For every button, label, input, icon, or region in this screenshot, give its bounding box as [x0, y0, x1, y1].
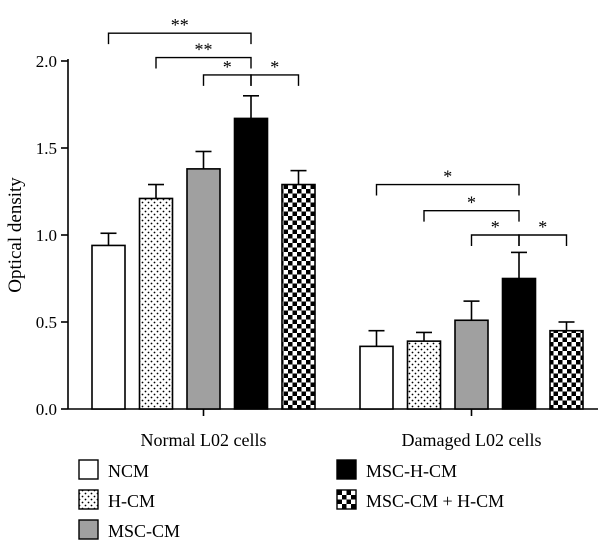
significance-label: **	[171, 15, 189, 35]
y-tick-label: 0.5	[36, 313, 57, 332]
bar	[91, 244, 126, 410]
significance-bracket	[518, 234, 568, 246]
significance-label: *	[223, 57, 232, 77]
significance-label: *	[467, 193, 476, 213]
significance-label: *	[270, 57, 279, 77]
bar	[501, 277, 537, 410]
legend-label: H-CM	[108, 491, 155, 511]
legend-swatch	[336, 459, 357, 480]
legend-label: MSC-CM	[108, 521, 180, 541]
significance-label: *	[443, 167, 452, 187]
bar	[281, 183, 316, 410]
legend-swatch	[78, 459, 99, 480]
y-tick-label: 1.5	[36, 139, 57, 158]
bar	[233, 117, 269, 410]
bar	[186, 168, 221, 410]
significance-bracket	[250, 74, 300, 86]
y-tick-label: 2.0	[36, 52, 57, 71]
significance-bracket	[155, 56, 252, 69]
bar	[549, 329, 584, 410]
significance-label: **	[195, 40, 213, 60]
significance-bracket	[107, 32, 252, 45]
bar	[454, 319, 489, 410]
legend-label: MSC-CM + H-CM	[366, 491, 504, 511]
y-axis-label: Optical density	[5, 177, 26, 293]
significance-bracket	[375, 183, 520, 196]
legend-label: MSC-H-CM	[366, 461, 457, 481]
x-category-label: Normal L02 cells	[141, 430, 267, 450]
significance-bracket	[423, 209, 520, 222]
significance-label: *	[491, 217, 500, 237]
bar	[359, 345, 394, 410]
significance-label: *	[538, 217, 547, 237]
bar	[406, 340, 442, 410]
x-category-label: Damaged L02 cells	[402, 430, 542, 450]
legend-label: NCM	[108, 461, 149, 481]
legend-swatch	[78, 489, 99, 510]
bar	[138, 197, 174, 410]
legend-swatch	[78, 519, 99, 540]
y-tick-label: 1.0	[36, 226, 57, 245]
legend-swatch	[336, 489, 357, 510]
y-tick-label: 0.0	[36, 400, 57, 419]
